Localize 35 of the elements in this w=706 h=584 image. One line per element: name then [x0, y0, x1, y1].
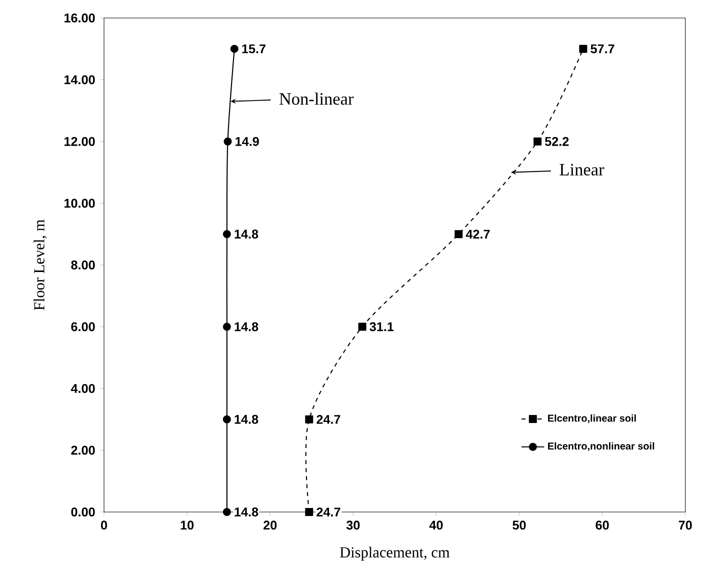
data-label: 24.7 [316, 414, 340, 424]
x-tick-label: 30 [346, 520, 360, 530]
data-label: 14.8 [234, 230, 258, 239]
data-label: 14.8 [234, 322, 258, 332]
data-label: 31.1 [370, 322, 394, 332]
x-tick-label: 70 [678, 520, 692, 530]
x-tick-label: 60 [596, 520, 609, 530]
y-tick-label: 12.00 [64, 137, 95, 146]
legend-label: Elcentro,nonlinear soil [548, 442, 654, 452]
data-label: 15.7 [242, 44, 266, 54]
y-tick-label: 10.00 [64, 198, 95, 208]
legend-label: Elcentro,linear soil [548, 414, 636, 424]
y-tick-label: 2.00 [71, 446, 95, 455]
data-label: 14.8 [234, 508, 258, 516]
data-label: 24.7 [316, 508, 340, 516]
y-tick-label: 16.00 [64, 14, 95, 22]
x-tick-label: 40 [429, 520, 443, 530]
x-tick-label: 0 [101, 520, 107, 530]
annotation: Non-linear [279, 92, 354, 105]
y-tick-label: 8.00 [71, 260, 95, 270]
data-label: 42.7 [466, 230, 490, 239]
x-tick-label: 10 [180, 520, 194, 530]
data-label: 14.9 [236, 137, 259, 146]
y-axis-title: Floor Level, m [34, 220, 47, 310]
y-tick-label: 0.00 [71, 508, 95, 516]
data-label: 57.7 [590, 44, 614, 54]
x-tick-label: 20 [264, 520, 277, 530]
x-tick-label: 50 [512, 520, 526, 530]
data-label: 14.8 [234, 414, 258, 424]
data-label: 52.2 [544, 137, 569, 146]
y-tick-label: 6.00 [71, 322, 95, 332]
y-tick-label: 14.00 [64, 75, 95, 84]
y-tick-label: 4.00 [70, 384, 95, 393]
annotation: Linear [560, 164, 604, 176]
x-axis-title: Displacement, cm [340, 546, 450, 561]
